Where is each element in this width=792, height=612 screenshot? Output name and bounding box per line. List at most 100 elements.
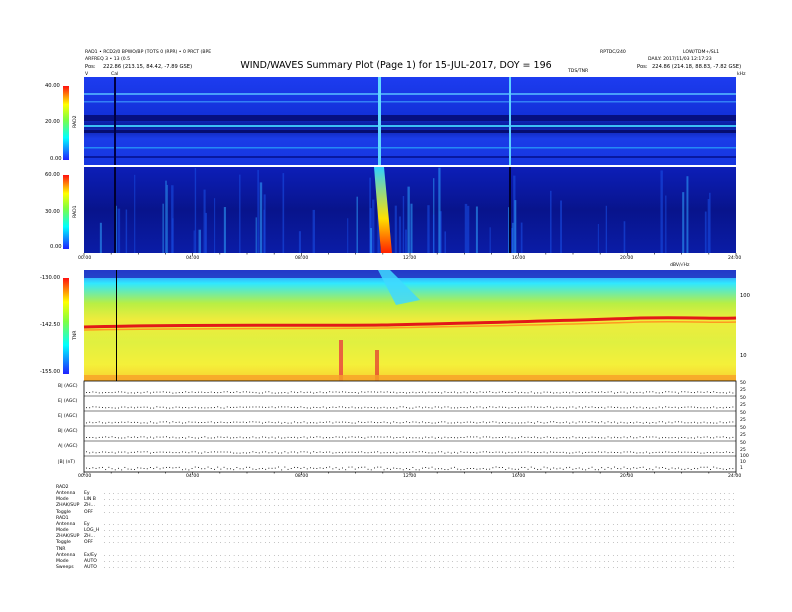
- trace-dot: [678, 467, 679, 469]
- trace-dot: [306, 437, 308, 439]
- line-panel-tick: 1: [740, 466, 743, 471]
- trace-dot: [636, 407, 638, 409]
- time-label-lower: 12:00: [403, 474, 417, 479]
- trace-dot: [217, 451, 219, 453]
- trace-dot: [671, 467, 673, 469]
- trace-dot: [386, 391, 388, 393]
- trace-dot: [585, 437, 587, 438]
- rad1-streak: [205, 212, 208, 253]
- trace-dot: [492, 421, 494, 423]
- trace-dot: [98, 452, 100, 454]
- trace-dot: [217, 406, 219, 408]
- trace-dot: [348, 466, 350, 468]
- trace-dot: [534, 436, 535, 438]
- trace-dot: [610, 468, 612, 470]
- time-label: 00:00: [78, 256, 92, 261]
- rad1-streak: [263, 194, 266, 253]
- trace-dot: [476, 406, 478, 408]
- rad1-streak: [405, 229, 407, 253]
- trace-dot: [450, 391, 452, 393]
- trace-dot: [722, 392, 724, 394]
- trace-dot: [697, 407, 699, 409]
- trace-dot: [220, 421, 222, 423]
- trace-dot: [492, 467, 494, 469]
- trace-dot: [393, 437, 395, 439]
- trace-dot: [294, 451, 295, 453]
- trace-dot: [505, 422, 507, 424]
- trace-dot: [242, 468, 244, 470]
- trace-dot: [137, 451, 139, 453]
- trace-dot: [194, 421, 196, 423]
- trace-dot: [444, 469, 446, 471]
- line-panel-tick: 25: [740, 448, 746, 453]
- trace-dot: [162, 391, 164, 393]
- trace-dot: [514, 391, 516, 393]
- trace-dot: [162, 421, 164, 423]
- trace-dot: [489, 468, 491, 470]
- trace-dot: [601, 391, 603, 393]
- trace-dot: [726, 437, 727, 439]
- trace-dot: [585, 469, 587, 471]
- trace-dot: [297, 407, 299, 408]
- trace-dot: [185, 437, 187, 439]
- trace-dot: [249, 406, 251, 408]
- trace-dot: [422, 391, 423, 393]
- trace-dot: [591, 436, 593, 438]
- trace-dot: [697, 451, 699, 453]
- trace-dot: [588, 392, 590, 394]
- trace-dot: [412, 451, 414, 453]
- trace-dot: [687, 406, 689, 408]
- trace-dot: [182, 392, 183, 393]
- time-label-lower: 16:00: [512, 474, 526, 479]
- trace-dot: [226, 468, 228, 470]
- trace-dot: [687, 422, 689, 424]
- rad1-streak: [162, 203, 164, 253]
- line-panel-label: |B| (nT): [58, 460, 76, 465]
- trace-dot: [380, 391, 382, 393]
- trace-dot: [578, 421, 580, 423]
- trace-dot: [89, 407, 91, 409]
- trace-dot: [412, 407, 414, 409]
- trace-dot: [86, 451, 87, 453]
- trace-dot: [198, 422, 199, 424]
- trace-dot: [383, 436, 385, 438]
- trace-dot: [281, 469, 283, 471]
- trace-dot: [550, 436, 551, 438]
- trace-dot: [470, 452, 471, 454]
- trace-dot: [175, 406, 177, 408]
- trace-dot: [614, 452, 615, 453]
- trace-dot: [418, 391, 420, 393]
- trace-dot: [649, 452, 651, 454]
- trace-dot: [338, 468, 340, 470]
- status-dots: ........................................…: [104, 504, 734, 509]
- trace-dot: [409, 468, 411, 470]
- trace-dot: [457, 452, 459, 454]
- trace-dot: [268, 421, 270, 423]
- trace-dot: [473, 421, 475, 423]
- trace-dot: [527, 392, 529, 394]
- trace-dot: [729, 468, 731, 470]
- trace-dot: [303, 436, 305, 438]
- trace-dot: [543, 451, 545, 453]
- time-label: 24:00: [728, 256, 742, 261]
- trace-dot: [316, 392, 318, 394]
- trace-dot: [297, 392, 299, 394]
- trace-dot: [92, 406, 94, 408]
- trace-dot: [646, 391, 647, 393]
- trace-dot: [130, 392, 132, 394]
- trace-dot: [332, 391, 334, 393]
- trace-dot: [188, 391, 190, 393]
- header-info-left-1: RAD1 • RCD2/0 BPWO/BP (TOTS 0 (RPR) • 0 …: [85, 50, 212, 55]
- rad1-streak: [467, 205, 470, 253]
- time-label: 04:00: [186, 256, 200, 261]
- trace-dot: [674, 391, 676, 393]
- trace-dot: [681, 391, 683, 393]
- trace-dot: [130, 436, 132, 438]
- trace-dot: [719, 452, 721, 454]
- status-value: LIN B: [84, 497, 96, 503]
- trace-dot: [130, 406, 132, 408]
- trace-dot: [162, 451, 164, 453]
- trace-dot: [495, 451, 497, 453]
- trace-dot: [553, 467, 555, 469]
- trace-dot: [92, 422, 94, 424]
